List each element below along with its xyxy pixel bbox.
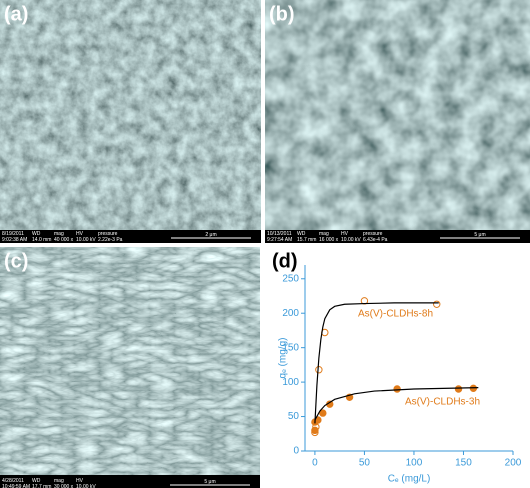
panel-b: [265, 0, 530, 243]
data-point: [393, 385, 401, 393]
info-header: mag: [54, 231, 64, 237]
info-header: HV: [341, 231, 349, 237]
series-label: As(V)-CLDHs-3h: [405, 397, 480, 408]
scale-bar-label: 5 μm: [204, 479, 215, 485]
info-header: WD: [297, 231, 306, 237]
y-tick-label: 0: [293, 446, 299, 457]
scale-bar-label: 2 μm: [205, 232, 216, 238]
y-tick-label: 250: [282, 273, 299, 284]
info-header: WD: [32, 231, 41, 237]
fit-curve: [314, 302, 439, 424]
panel-a: [0, 0, 261, 243]
info-value: 14.0 mm: [32, 237, 51, 243]
sem-image: [265, 0, 530, 230]
info-value: 16 000 x: [319, 237, 339, 243]
info-header: 10/13/2011: [267, 231, 292, 237]
info-header: 4/28/2011: [2, 478, 24, 484]
info-value: 15.7 mm: [297, 237, 316, 243]
x-tick-label: 0: [312, 458, 318, 469]
info-value: 10.00 kV: [341, 237, 361, 243]
data-point: [454, 385, 463, 393]
info-value: 17.7 mm: [32, 484, 51, 488]
x-tick-label: 50: [359, 458, 371, 469]
sem-image: [0, 0, 261, 230]
data-point: [319, 409, 327, 417]
y-tick-label: 50: [288, 411, 300, 422]
x-tick-label: 200: [505, 458, 522, 469]
info-header: mag: [319, 231, 329, 237]
info-header: WD: [32, 478, 41, 484]
y-tick-label: 150: [282, 342, 299, 353]
info-header: HV: [76, 231, 84, 237]
fit-curve: [314, 387, 479, 421]
info-value: 40 000 x: [54, 237, 74, 243]
info-value: 9:27:54 AM: [267, 237, 292, 243]
info-value: 10:49:59 AM: [2, 484, 30, 488]
scale-bar-label: 5 μm: [474, 232, 485, 238]
info-header: pressure: [363, 231, 383, 237]
info-value: 6.43e-4 Pa: [363, 237, 388, 243]
panel-label: (a): [4, 3, 28, 25]
x-tick-label: 150: [455, 458, 472, 469]
data-point: [315, 366, 323, 374]
x-axis-title: Cₑ (mg/L): [388, 474, 431, 485]
y-tick-label: 200: [282, 308, 299, 319]
y-axis-title: qₑ (mg/g): [278, 338, 289, 379]
info-header: pressure: [98, 231, 118, 237]
info-header: 8/19/2011: [2, 231, 24, 237]
info-header: HV: [76, 478, 84, 484]
info-header: mag: [54, 478, 64, 484]
panel-c: [0, 247, 260, 488]
info-value: 9:02:38 AM: [2, 237, 27, 243]
info-value: 30 000 x: [54, 484, 74, 488]
chart-background: [265, 247, 530, 488]
info-bar: [0, 230, 261, 243]
info-value: 10.00 kV: [76, 484, 96, 488]
info-value: 10.00 kV: [76, 237, 96, 243]
panel-label: (d): [272, 250, 298, 272]
y-tick-label: 100: [282, 377, 299, 388]
info-bar: [265, 230, 530, 243]
data-point: [311, 426, 319, 435]
info-value: 2.22e-3 Pa: [98, 237, 123, 243]
series-label: As(V)-CLDHs-8h: [358, 309, 433, 320]
panel-label: (c): [4, 250, 28, 272]
x-tick-label: 100: [406, 458, 423, 469]
panel-label: (b): [269, 3, 295, 25]
sem-image: [0, 247, 260, 475]
data-point: [433, 300, 441, 308]
